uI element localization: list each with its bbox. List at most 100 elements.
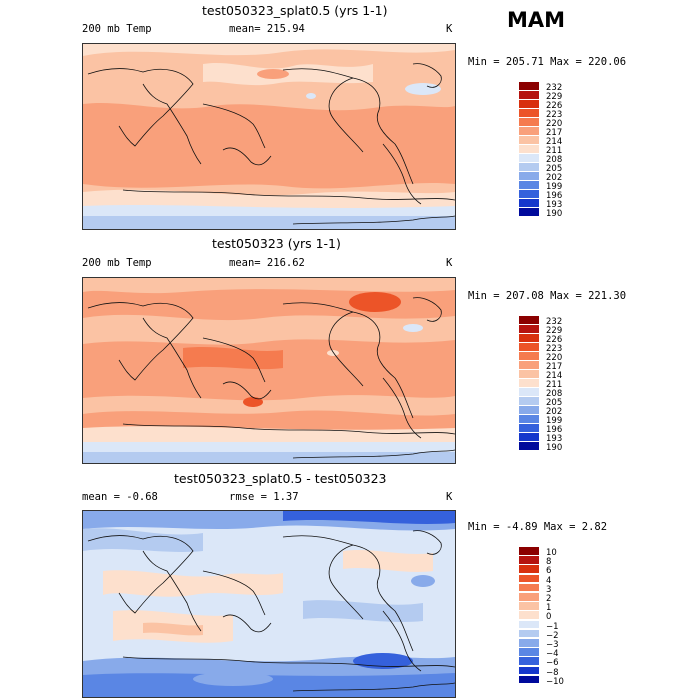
cb2-label: 190 — [546, 443, 563, 453]
panel-1-units: K — [446, 23, 453, 35]
panel-2-units: K — [446, 257, 453, 269]
cb1-box-4 — [519, 109, 539, 117]
cb1-box-10 — [519, 163, 539, 171]
cb3-label: −1 — [546, 621, 559, 632]
cb2-box-6 — [519, 361, 539, 369]
cb1-label: 208 — [546, 155, 563, 165]
cb3-box-2 — [519, 556, 539, 564]
cb3-box-8 — [519, 611, 539, 619]
cb3-label: 3 — [546, 584, 552, 595]
cb1-box-2 — [519, 91, 539, 99]
cb1-label: 223 — [546, 110, 563, 120]
cb3-box-14 — [519, 666, 539, 675]
panel-2-colorbar: 232 229 226 223 220 217 214 211 208 205 … — [519, 316, 579, 456]
cb2-label: 223 — [546, 344, 563, 354]
cb2-box-15 — [519, 442, 539, 450]
cb3-label: −10 — [546, 676, 564, 687]
cb2-box-5 — [519, 352, 539, 360]
cb1-box-3 — [519, 100, 539, 108]
cb1-label: 202 — [546, 173, 563, 183]
season-label: MAM — [507, 8, 566, 32]
cb1-label: 226 — [546, 101, 563, 111]
cb3-box-9 — [519, 620, 539, 629]
panel-1-mean: mean= 215.94 — [229, 23, 305, 35]
cb1-box-12 — [519, 181, 539, 189]
cb3-label: −4 — [546, 649, 559, 660]
panel-1-title: test050323_splat0.5 (yrs 1-1) — [202, 3, 388, 18]
panel-2-mean: mean= 216.62 — [229, 257, 305, 269]
panel-2-title: test050323 (yrs 1-1) — [212, 236, 341, 251]
cb3-box-1 — [519, 547, 539, 555]
cb2-label: 226 — [546, 335, 563, 345]
cb3-label: 6 — [546, 566, 552, 577]
cb3-box-13 — [519, 657, 539, 665]
panel-2-contours — [83, 278, 455, 463]
cb3-label: −3 — [546, 640, 559, 650]
cb2-label: 214 — [546, 371, 563, 381]
cb3-box-3 — [519, 565, 539, 573]
panel-3-mean: mean = -0.68 — [82, 491, 158, 503]
panel-3-contours — [83, 511, 455, 697]
cb2-box-11 — [519, 406, 539, 414]
cb2-label: 205 — [546, 398, 563, 408]
cb2-label: 196 — [546, 425, 563, 435]
cb3-box-10 — [519, 629, 539, 638]
cb1-box-15 — [519, 208, 539, 216]
cb2-box-14 — [519, 433, 539, 441]
panel-3-map — [82, 510, 456, 698]
cb3-label: −8 — [546, 667, 559, 678]
cb1-label: 205 — [546, 164, 563, 174]
cb1-box-14 — [519, 199, 539, 207]
cb1-label: 196 — [546, 191, 563, 201]
cb2-box-7 — [519, 370, 539, 378]
cb3-label: 2 — [546, 594, 552, 604]
panel-2-minmax: Min = 207.08 Max = 221.30 — [468, 290, 627, 302]
panel-3-minmax: Min = -4.89 Max = 2.82 — [468, 521, 608, 533]
cb1-label: 232 — [546, 83, 563, 93]
cb2-box-10 — [519, 397, 539, 405]
cb1-box-7 — [519, 136, 539, 144]
cb3-label: −2 — [546, 630, 559, 641]
cb2-box-9 — [519, 388, 539, 396]
cb3-box-7 — [519, 602, 539, 610]
cb2-label: 232 — [546, 317, 563, 327]
cb2-box-8 — [519, 379, 539, 387]
cb3-box-12 — [519, 648, 539, 656]
cb3-label: −6 — [546, 658, 559, 669]
cb3-box-5 — [519, 583, 539, 592]
cb2-label: 229 — [546, 326, 563, 336]
cb2-box-1 — [519, 316, 539, 324]
cb1-box-6 — [519, 127, 539, 135]
cb2-label: 199 — [546, 416, 563, 426]
cb3-label: 0 — [546, 612, 552, 623]
cb1-box-1 — [519, 82, 539, 90]
cb2-label: 193 — [546, 434, 563, 444]
cb1-box-5 — [519, 118, 539, 126]
panel-1-map — [82, 43, 456, 230]
panel-3-rmse: rmse = 1.37 — [229, 491, 299, 503]
cb1-label: 217 — [546, 128, 563, 138]
cb3-box-11 — [519, 639, 539, 647]
cb2-box-13 — [519, 424, 539, 432]
cb3-box-15 — [519, 675, 539, 684]
cb1-label: 229 — [546, 92, 563, 102]
cb2-box-12 — [519, 415, 539, 423]
cb1-box-8 — [519, 145, 539, 153]
panel-2-map — [82, 277, 456, 464]
cb3-box-6 — [519, 593, 539, 601]
cb3-label: 4 — [546, 575, 552, 586]
cb3-label: 1 — [546, 603, 552, 614]
panel-1-contours — [83, 44, 455, 229]
panel-1-minmax: Min = 205.71 Max = 220.06 — [468, 56, 627, 68]
cb1-label: 214 — [546, 137, 563, 147]
panel-3-title: test050323_splat0.5 - test050323 — [174, 471, 387, 486]
cb2-label: 217 — [546, 362, 563, 372]
cb2-box-3 — [519, 334, 539, 342]
cb2-label: 211 — [546, 380, 563, 390]
cb2-box-4 — [519, 343, 539, 351]
cb1-label: 190 — [546, 209, 563, 219]
cb1-box-9 — [519, 154, 539, 162]
cb1-box-11 — [519, 172, 539, 180]
cb2-label: 220 — [546, 353, 563, 363]
panel-3-units: K — [446, 491, 453, 503]
